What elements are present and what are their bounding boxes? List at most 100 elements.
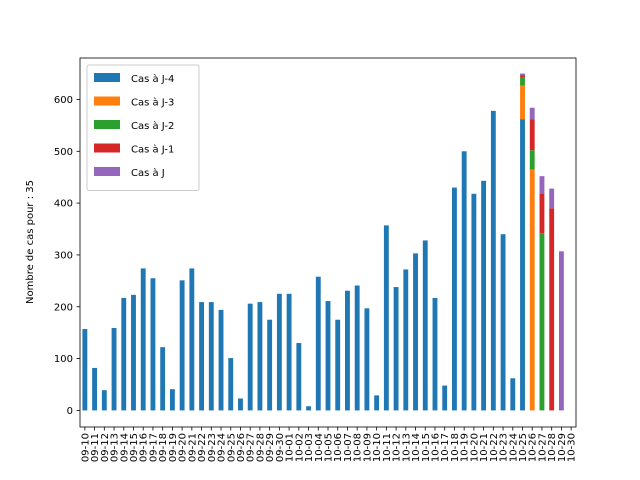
bar-09-15-s0 [131, 294, 136, 411]
x-tick-label-10-18: 10-18 [450, 433, 461, 462]
bar-10-01-s0 [286, 293, 292, 411]
bar-10-15-s0 [422, 240, 428, 411]
legend-label-0: Cas à J-4 [131, 73, 174, 85]
bar-09-14-s0 [121, 297, 127, 411]
y-tick-label-200: 200 [54, 302, 73, 313]
legend: Cas à J-4 Cas à J-3 Cas à J-2 Cas à J-1 Cas … [86, 64, 200, 191]
bar-10-28-s3 [549, 208, 555, 411]
legend-label-2: Cas à J-2 [131, 120, 174, 132]
bar-09-29-s0 [267, 319, 273, 411]
x-tick-label-10-12: 10-12 [392, 433, 403, 462]
bar-09-20-s0 [179, 280, 185, 411]
bar-10-06-s0 [335, 319, 341, 411]
bar-10-27-s4 [539, 176, 545, 194]
x-tick-label-09-19: 09-19 [168, 433, 179, 462]
x-tick-label-10-28: 10-28 [547, 433, 558, 462]
x-tick-label-09-16: 09-16 [139, 433, 150, 462]
bar-10-27-s3 [539, 193, 545, 234]
x-tick-label-10-05: 10-05 [324, 433, 335, 462]
x-tick-label-10-09: 10-09 [362, 433, 373, 462]
legend-swatch-0 [94, 73, 120, 82]
x-tick-label-09-17: 09-17 [148, 433, 159, 462]
bar-10-09-s0 [364, 308, 370, 411]
x-tick-label-09-27: 09-27 [246, 433, 257, 462]
bar-10-23-s0 [500, 234, 506, 411]
bar-10-11-s0 [383, 225, 389, 411]
bar-09-27-s0 [247, 303, 253, 411]
bar-09-30-s0 [276, 293, 282, 411]
x-tick-label-09-18: 09-18 [158, 433, 169, 462]
bar-10-19-s0 [461, 151, 467, 411]
bar-10-16-s0 [432, 297, 438, 411]
bar-10-03-s0 [306, 406, 311, 411]
bar-10-25-s1 [520, 85, 525, 120]
bar-09-22-s0 [199, 302, 204, 411]
x-tick-label-10-08: 10-08 [353, 433, 364, 462]
x-tick-label-10-21: 10-21 [479, 433, 490, 462]
x-tick-label-10-14: 10-14 [411, 433, 422, 462]
bars-group [82, 73, 564, 411]
x-tick-label-10-25: 10-25 [518, 433, 529, 462]
bar-10-08-s0 [354, 285, 360, 411]
x-tick-label-09-30: 09-30 [275, 433, 286, 462]
x-tick-label-10-07: 10-07 [343, 433, 354, 462]
bar-09-11-s0 [92, 367, 98, 411]
x-tick-label-09-28: 09-28 [255, 433, 266, 462]
bar-10-26-s2 [529, 150, 535, 170]
bar-10-25-s2 [520, 77, 525, 86]
x-tick-label-10-02: 10-02 [294, 433, 305, 462]
x-tick-label-09-13: 09-13 [110, 433, 121, 462]
y-tick-label-500: 500 [54, 147, 73, 158]
x-tick-label-10-13: 10-13 [401, 433, 412, 462]
x-tick-label-09-10: 09-10 [80, 433, 91, 462]
legend-swatch-4 [94, 167, 120, 176]
legend-frame [86, 64, 200, 191]
x-tick-label-10-15: 10-15 [421, 433, 432, 462]
bar-10-12-s0 [393, 287, 399, 411]
y-axis-label: Nombre de cas pour : 35 [25, 180, 36, 304]
bar-10-13-s0 [403, 269, 409, 411]
bar-10-28-s4 [549, 188, 555, 209]
y-tick-label-300: 300 [54, 250, 73, 261]
x-tick-label-10-16: 10-16 [430, 433, 441, 462]
legend-swatch-3 [94, 143, 120, 153]
x-tick-label-09-14: 09-14 [119, 433, 130, 462]
bar-09-23-s0 [208, 302, 214, 411]
bar-10-07-s0 [345, 290, 350, 411]
legend-label-1: Cas à J-3 [131, 97, 174, 109]
x-tick-label-10-01: 10-01 [285, 433, 296, 462]
bar-10-05-s0 [325, 301, 331, 411]
x-tick-label-10-19: 10-19 [460, 433, 471, 462]
x-tick-label-10-23: 10-23 [499, 433, 510, 462]
bar-10-14-s0 [413, 253, 418, 411]
x-tick-label-09-25: 09-25 [226, 433, 237, 462]
bar-10-24-s0 [510, 378, 516, 411]
y-tick-label-100: 100 [54, 354, 73, 365]
x-tick-label-10-27: 10-27 [537, 433, 548, 462]
x-tick-label-10-30: 10-30 [567, 433, 578, 462]
bar-10-02-s0 [296, 343, 302, 411]
bar-10-29-s4 [558, 251, 564, 411]
x-tick-label-10-24: 10-24 [508, 433, 519, 462]
x-tick-label-10-06: 10-06 [333, 433, 344, 462]
bar-09-24-s0 [218, 309, 224, 411]
y-tick-label-600: 600 [54, 95, 73, 106]
bar-10-22-s0 [490, 110, 496, 411]
bar-09-19-s0 [169, 389, 175, 411]
bar-09-12-s0 [101, 390, 107, 411]
bar-09-25-s0 [228, 358, 234, 411]
bar-09-21-s0 [189, 268, 195, 411]
ticks-group: 010020030040050060009-1009-1109-1209-130… [54, 95, 578, 462]
x-tick-label-10-17: 10-17 [440, 433, 451, 462]
x-tick-label-09-20: 09-20 [178, 433, 189, 462]
bar-09-17-s0 [150, 278, 156, 411]
x-tick-label-10-04: 10-04 [314, 433, 325, 462]
bar-09-10-s0 [82, 329, 88, 411]
bar-09-13-s0 [111, 328, 117, 411]
bar-10-10-s0 [374, 395, 380, 411]
x-tick-label-10-11: 10-11 [382, 433, 393, 462]
x-tick-label-10-29: 10-29 [557, 433, 568, 462]
x-tick-label-09-23: 09-23 [207, 433, 218, 462]
legend-label-3: Cas à J-1 [131, 144, 174, 156]
